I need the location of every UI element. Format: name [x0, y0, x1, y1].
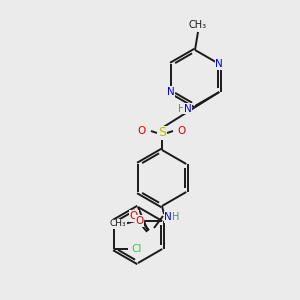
Text: Cl: Cl [132, 244, 142, 254]
Text: CH₃: CH₃ [189, 20, 207, 30]
Text: N: N [167, 87, 175, 97]
Text: N: N [215, 59, 223, 69]
Text: CH₃: CH₃ [110, 220, 127, 229]
Text: H: H [178, 103, 185, 113]
Text: H: H [172, 212, 180, 222]
Text: O: O [178, 126, 186, 136]
Text: O: O [138, 126, 146, 136]
Text: N: N [184, 103, 191, 113]
Text: O: O [135, 216, 143, 226]
Text: N: N [164, 212, 172, 222]
Text: S: S [158, 127, 166, 140]
Text: O: O [130, 211, 138, 221]
